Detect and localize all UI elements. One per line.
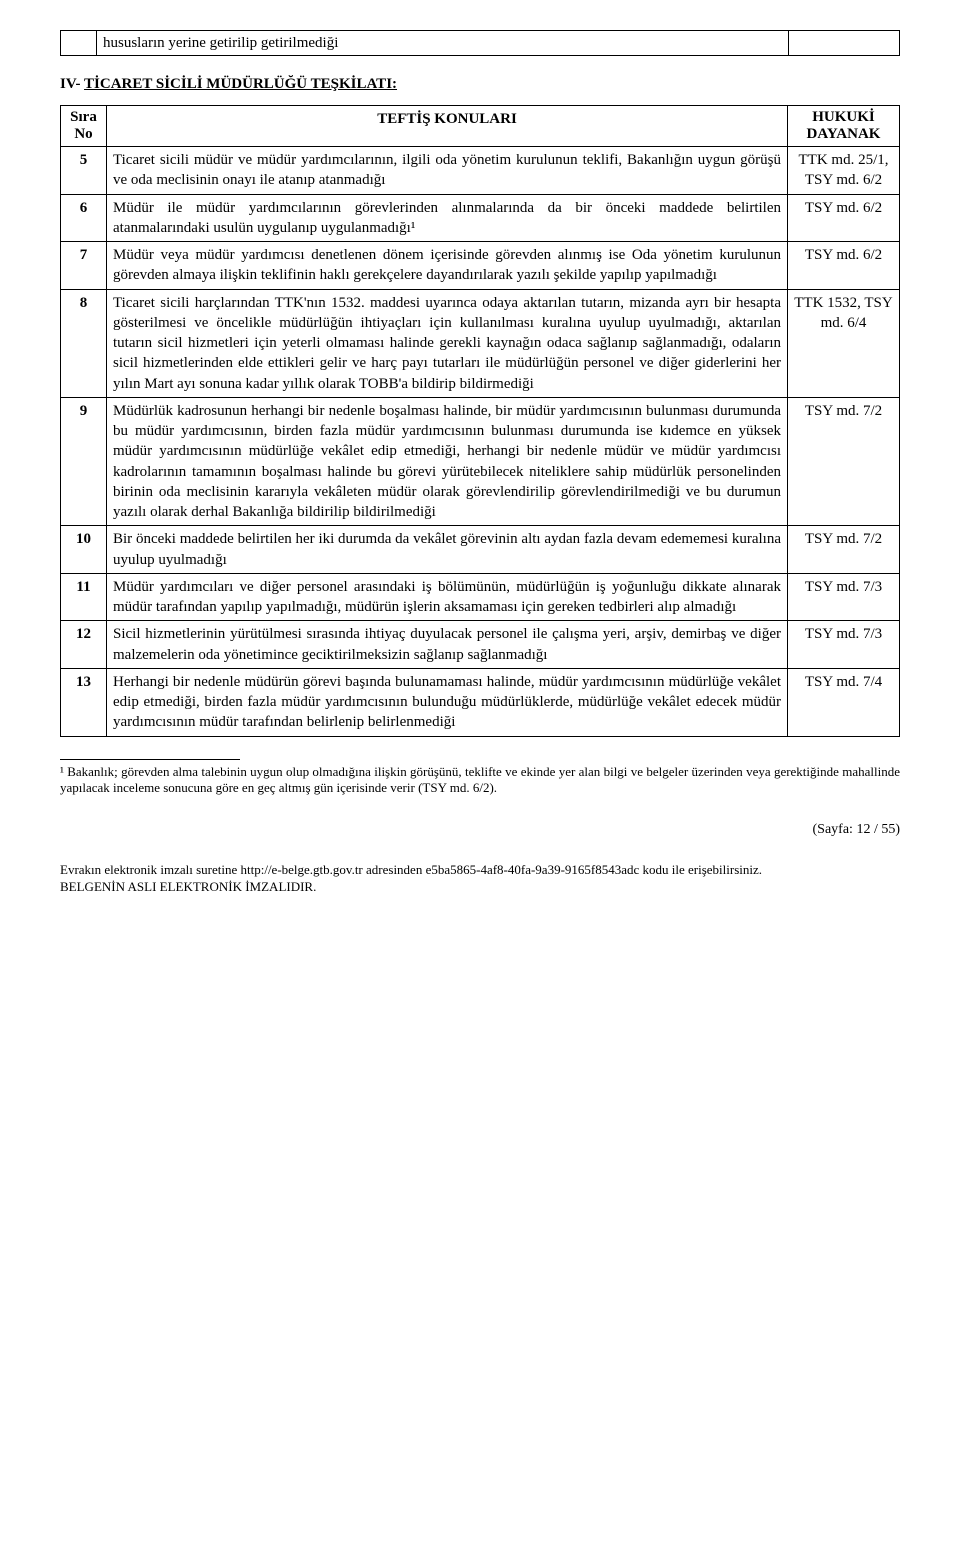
row-text: Sicil hizmetlerinin yürütülmesi sırasınd… xyxy=(107,621,788,669)
table-row: 5Ticaret sicili müdür ve müdür yardımcıl… xyxy=(61,147,900,195)
row-no: 13 xyxy=(61,668,107,736)
inspection-table: Sıra No TEFTİŞ KONULARI HUKUKİ DAYANAK 5… xyxy=(60,105,900,737)
row-text: Bir önceki maddede belirtilen her iki du… xyxy=(107,526,788,574)
footer-line-2: BELGENİN ASLI ELEKTRONİK İMZALIDIR. xyxy=(60,879,900,896)
table-row: 9Müdürlük kadrosunun herhangi bir nedenl… xyxy=(61,397,900,526)
row-no: 11 xyxy=(61,573,107,621)
header-no: Sıra No xyxy=(61,105,107,147)
row-basis: TSY md. 6/2 xyxy=(788,194,900,242)
table-row: 8Ticaret sicili harçlarından TTK'nın 153… xyxy=(61,289,900,397)
row-text: Herhangi bir nedenle müdürün görevi başı… xyxy=(107,668,788,736)
top-row-col-basis xyxy=(789,31,899,55)
row-text: Müdür yardımcıları ve diğer personel ara… xyxy=(107,573,788,621)
row-basis: TSY md. 7/2 xyxy=(788,526,900,574)
top-row-text: hususların yerine getirilip getirilmediğ… xyxy=(97,31,789,55)
row-text: Ticaret sicili müdür ve müdür yardımcıla… xyxy=(107,147,788,195)
section-title-text: TİCARET SİCİLİ MÜDÜRLÜĞÜ TEŞKİLATI: xyxy=(84,76,397,92)
header-basis-line1: HUKUKİ xyxy=(812,109,875,125)
row-no: 5 xyxy=(61,147,107,195)
top-continuation-row: hususların yerine getirilip getirilmediğ… xyxy=(60,30,900,56)
table-row: 7Müdür veya müdür yardımcısı denetlenen … xyxy=(61,242,900,290)
row-text: Müdürlük kadrosunun herhangi bir nedenle… xyxy=(107,397,788,526)
table-row: 10Bir önceki maddede belirtilen her iki … xyxy=(61,526,900,574)
row-no: 6 xyxy=(61,194,107,242)
row-basis: TSY md. 7/3 xyxy=(788,573,900,621)
footnote-separator xyxy=(60,759,240,760)
row-no: 10 xyxy=(61,526,107,574)
top-row-col-no xyxy=(61,31,97,55)
page-number: (Sayfa: 12 / 55) xyxy=(60,821,900,840)
footer-line-1: Evrakın elektronik imzalı suretine http:… xyxy=(60,862,900,879)
footnote: ¹ Bakanlık; görevden alma talebinin uygu… xyxy=(60,764,900,798)
header-basis-line2: DAYANAK xyxy=(807,126,881,142)
row-no: 8 xyxy=(61,289,107,397)
row-text: Müdür ile müdür yardımcılarının görevler… xyxy=(107,194,788,242)
footer-note: Evrakın elektronik imzalı suretine http:… xyxy=(60,862,900,896)
row-no: 12 xyxy=(61,621,107,669)
header-basis: HUKUKİ DAYANAK xyxy=(788,105,900,147)
table-header-row: Sıra No TEFTİŞ KONULARI HUKUKİ DAYANAK xyxy=(61,105,900,147)
table-row: 12Sicil hizmetlerinin yürütülmesi sırası… xyxy=(61,621,900,669)
row-basis: TTK md. 25/1, TSY md. 6/2 xyxy=(788,147,900,195)
table-row: 13Herhangi bir nedenle müdürün görevi ba… xyxy=(61,668,900,736)
table-row: 6Müdür ile müdür yardımcılarının görevle… xyxy=(61,194,900,242)
table-row: 11Müdür yardımcıları ve diğer personel a… xyxy=(61,573,900,621)
row-no: 7 xyxy=(61,242,107,290)
section-title: IV- TİCARET SİCİLİ MÜDÜRLÜĞÜ TEŞKİLATI: xyxy=(60,74,900,94)
row-basis: TSY md. 7/2 xyxy=(788,397,900,526)
header-no-line1: Sıra xyxy=(70,109,97,125)
row-basis: TTK 1532, TSY md. 6/4 xyxy=(788,289,900,397)
header-subject: TEFTİŞ KONULARI xyxy=(107,105,788,147)
row-basis: TSY md. 7/4 xyxy=(788,668,900,736)
row-text: Ticaret sicili harçlarından TTK'nın 1532… xyxy=(107,289,788,397)
section-prefix: IV- xyxy=(60,76,84,92)
header-no-line2: No xyxy=(74,126,92,142)
row-text: Müdür veya müdür yardımcısı denetlenen d… xyxy=(107,242,788,290)
row-no: 9 xyxy=(61,397,107,526)
row-basis: TSY md. 6/2 xyxy=(788,242,900,290)
row-basis: TSY md. 7/3 xyxy=(788,621,900,669)
